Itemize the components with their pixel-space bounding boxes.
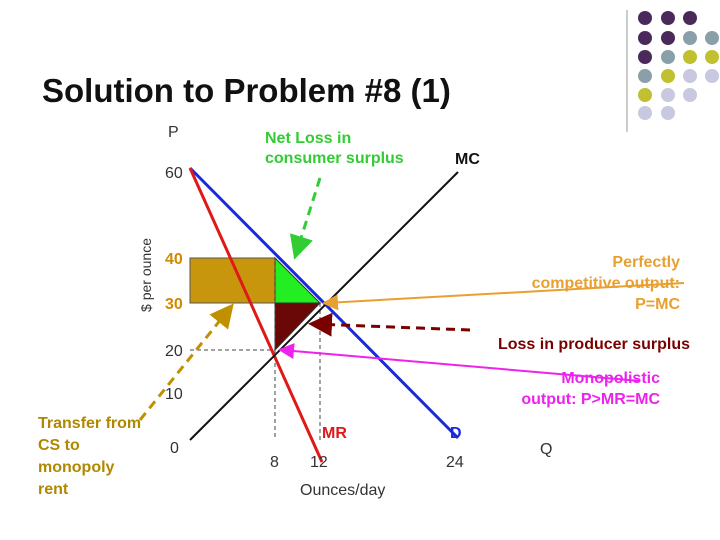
note-line: Monopolistic (561, 370, 660, 387)
note-line: Perfectly (612, 254, 680, 271)
x-axis-label: Ounces/day (300, 482, 385, 499)
note-line: monopoly (38, 459, 115, 476)
transfer-note: Transfer from CS to monopoly rent (38, 415, 141, 498)
x-tick: 12 (310, 454, 328, 471)
arrows (138, 177, 685, 421)
decor-dots (626, 10, 719, 132)
mc-label: MC (455, 151, 480, 168)
note-line: competitive output: (532, 275, 680, 292)
mr (188, 167, 324, 463)
note-line: Net Loss in (265, 130, 351, 147)
note-line: consumer surplus (265, 150, 404, 167)
x-tick: 8 (270, 454, 279, 471)
y-tick: 10 (165, 386, 183, 403)
title: Solution to Problem #8 (1) (42, 72, 451, 109)
y-tick: 0 (170, 440, 179, 457)
mr-label: MR (322, 425, 347, 442)
y-axis-label: $ per ounce (138, 238, 154, 312)
y-tick: 30 (165, 296, 183, 313)
y-tick: 20 (165, 343, 183, 360)
note-line: CS to (38, 437, 80, 454)
d-label: D (450, 425, 462, 442)
p-label: P (168, 124, 179, 141)
x-tick: 24 (446, 454, 464, 471)
note-line: Transfer from (38, 415, 141, 432)
axis-labels: P Q Ounces/day $ per ounce 60 40 30 20 1… (138, 124, 552, 499)
perfect-note: Perfectly competitive output: P=MC (532, 254, 681, 313)
note-line: output: P>MR=MC (521, 391, 660, 408)
note-line: P=MC (635, 296, 680, 313)
note-line: rent (38, 481, 69, 498)
y-tick: 60 (165, 165, 183, 182)
producer-note: Loss in producer surplus (498, 336, 690, 353)
q-label: Q (540, 441, 552, 458)
curves (188, 166, 460, 463)
monopolistic-note: Monopolistic output: P>MR=MC (521, 370, 660, 408)
areas (189, 256, 322, 352)
mc (189, 171, 459, 441)
y-tick: 40 (165, 251, 183, 268)
net-loss-note: Net Loss in consumer surplus (265, 130, 404, 167)
